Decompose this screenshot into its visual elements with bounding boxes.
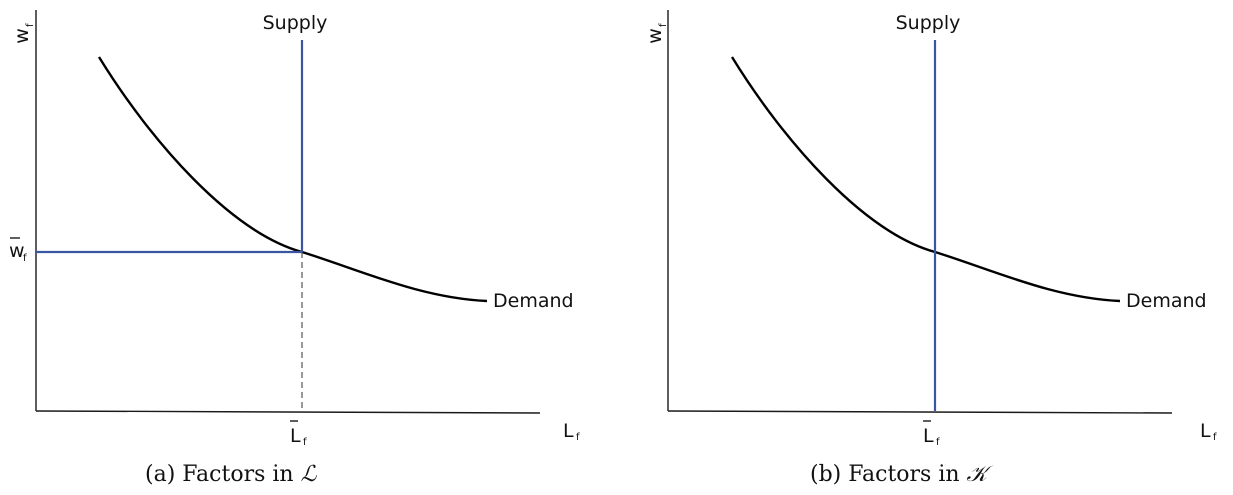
panel-b-eq-quantity-sub: f xyxy=(936,437,940,448)
panel-a-caption-text: (a) Factors in xyxy=(145,462,301,487)
panel-a-eq-wage-sub: f xyxy=(23,253,27,264)
panel-a-x-axis-title-sub: f xyxy=(576,432,580,443)
panel-b-caption-symbol: 𝒦 xyxy=(967,462,994,487)
panel-a-y-axis-title: w f xyxy=(11,23,36,44)
panel-b-x-axis-title-main: L xyxy=(1200,420,1211,442)
panel-a-eq-wage-main: w xyxy=(9,240,25,262)
panel-a-y-axis-title-sub: f xyxy=(25,23,36,27)
panel-b: Supply Demand w f L f L f (b) Factors in… xyxy=(644,10,1217,487)
panel-a-y-axis-title-main: w xyxy=(11,28,33,44)
panel-a-supply-label: Supply xyxy=(263,12,328,34)
panel-a-x-axis-title-main: L xyxy=(563,420,574,442)
panel-b-caption: (b) Factors in 𝒦 xyxy=(810,462,994,487)
panel-b-supply-label: Supply xyxy=(896,12,961,34)
panel-a-caption-symbol: ℒ xyxy=(301,462,318,487)
panel-b-y-axis-title-main: w xyxy=(644,28,666,44)
panel-a-eq-quantity-main: L xyxy=(290,425,301,447)
panel-b-eq-quantity-main: L xyxy=(923,425,934,447)
panel-a-caption: (a) Factors in ℒ xyxy=(145,462,318,487)
panel-a: Supply Demand w f w f L f L f (a) Factor… xyxy=(9,10,580,487)
panel-a-demand-label: Demand xyxy=(493,290,574,312)
panel-a-x-axis xyxy=(35,410,541,414)
panel-b-y-axis-title-sub: f xyxy=(658,23,669,27)
panel-b-demand-curve xyxy=(730,56,1121,303)
panel-b-y-axis-title: w f xyxy=(644,23,669,44)
panel-b-caption-text: (b) Factors in xyxy=(810,462,967,487)
panel-b-demand-label: Demand xyxy=(1126,290,1207,312)
panel-b-x-axis-title-sub: f xyxy=(1213,432,1217,443)
panel-b-x-axis xyxy=(667,410,1173,414)
panel-a-demand-curve xyxy=(97,56,488,303)
panel-a-eq-quantity-sub: f xyxy=(303,437,307,448)
